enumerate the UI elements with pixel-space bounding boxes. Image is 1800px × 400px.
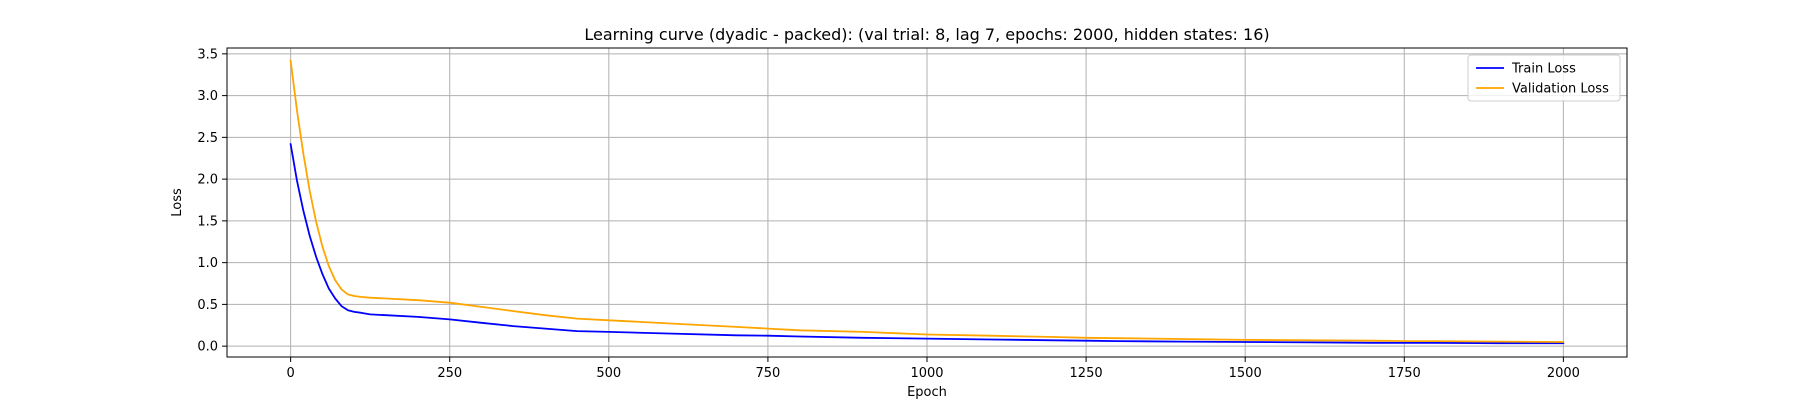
y-tick-label: 0.0 <box>197 340 218 355</box>
series-line-validation-loss <box>289 59 1565 343</box>
x-tick-label: 0 <box>286 366 294 381</box>
x-tick-label: 500 <box>596 366 621 381</box>
x-tick-label: 2000 <box>1547 366 1580 381</box>
y-axis-label: Loss <box>170 188 185 217</box>
series-line-train-loss <box>289 143 1565 345</box>
y-tick-label: 1.5 <box>197 214 218 229</box>
y-tick-label: 3.0 <box>197 89 218 104</box>
y-tick-label: 3.5 <box>197 47 218 62</box>
series-layer <box>289 59 1565 345</box>
y-axis-ticks: 0.0 0.5 1.0 1.5 2.0 2.5 3.0 3.5 <box>197 47 227 355</box>
y-tick-label: 2.0 <box>197 173 218 188</box>
x-tick-label: 1250 <box>1070 366 1103 381</box>
x-tick-label: 1750 <box>1388 366 1421 381</box>
x-axis-label: Epoch <box>907 385 947 400</box>
legend-entry-label: Validation Loss <box>1512 82 1609 97</box>
y-tick-label: 2.5 <box>197 131 218 146</box>
y-tick-label: 1.0 <box>197 256 218 271</box>
chart-title: Learning curve (dyadic - packed): (val t… <box>584 25 1269 44</box>
legend-entry-label: Train Loss <box>1511 62 1576 77</box>
grid-lines <box>227 48 1627 357</box>
x-axis-ticks: 0 250 500 750 1000 1250 1500 1750 2000 <box>286 357 1580 381</box>
y-tick-label: 0.5 <box>197 298 218 313</box>
x-tick-label: 1000 <box>910 366 943 381</box>
legend: Train Loss Validation Loss <box>1467 54 1621 102</box>
x-tick-label: 250 <box>437 366 462 381</box>
legend-box <box>1467 54 1621 102</box>
x-tick-label: 1500 <box>1229 366 1262 381</box>
x-tick-label: 750 <box>755 366 780 381</box>
